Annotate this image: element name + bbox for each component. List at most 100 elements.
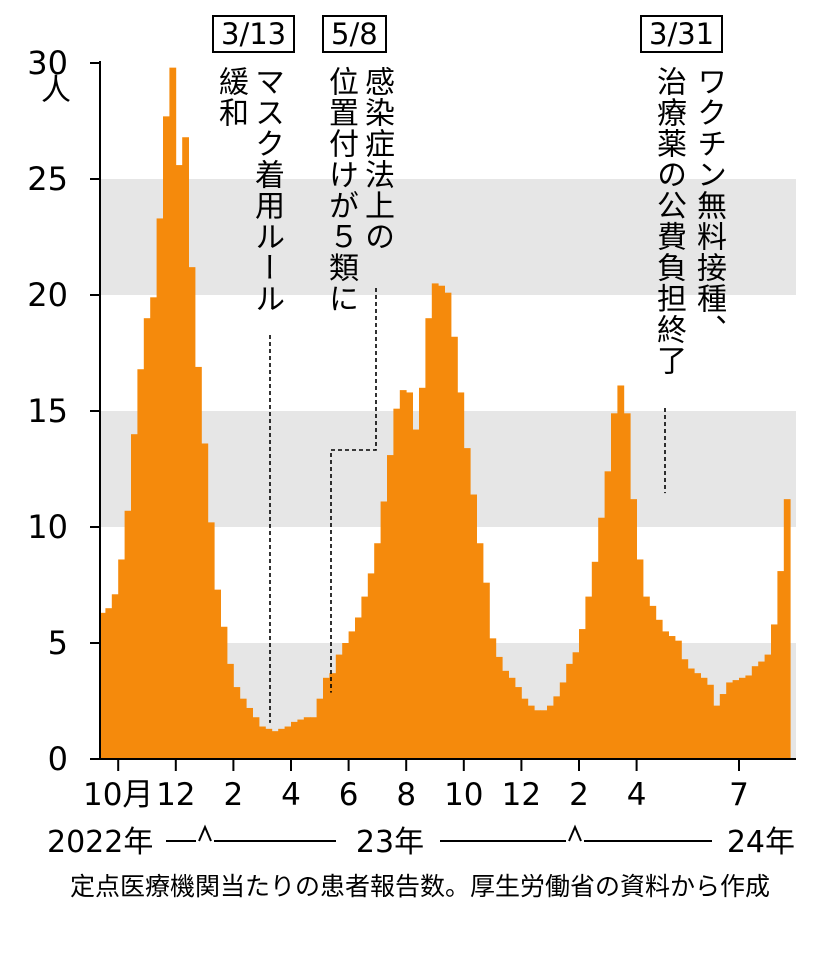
bar [227, 663, 234, 759]
bar [259, 726, 266, 759]
bar [188, 267, 196, 759]
bar [662, 631, 669, 759]
bar [329, 673, 337, 759]
bar [316, 698, 324, 759]
y-tick-label: 25 [27, 160, 68, 198]
bar [169, 67, 177, 759]
bar [111, 594, 119, 759]
bar [771, 624, 778, 759]
bar [124, 510, 132, 759]
bar [355, 617, 362, 759]
bar [489, 638, 497, 759]
bar [297, 719, 305, 759]
bar [291, 721, 298, 759]
bar [143, 318, 151, 759]
x-tick-label: 4 [627, 777, 647, 813]
y-tick-label: 15 [27, 392, 68, 430]
bar [681, 659, 689, 759]
bar [175, 165, 183, 759]
bar [630, 499, 637, 759]
bar [700, 677, 708, 759]
annotation-law-line1: 感染症法上の [359, 66, 394, 252]
year-break-mark [198, 824, 212, 842]
y-tick-label: 5 [48, 624, 68, 662]
bar [604, 471, 612, 759]
bar [399, 390, 407, 759]
chart-caption: 定点医療機関当たりの患者報告数。厚生労働省の資料から作成 [70, 872, 771, 901]
annotation-law-line2: 位置付けが５類に [323, 66, 358, 314]
bar [636, 559, 644, 759]
bar [137, 369, 145, 759]
bar [419, 387, 426, 759]
bar [412, 429, 420, 759]
bar [214, 589, 221, 759]
bar [508, 677, 516, 759]
bar [617, 385, 625, 759]
bar [342, 643, 349, 759]
bar [591, 561, 599, 759]
bar [470, 494, 477, 759]
annotation-date-law: 5/8 [322, 15, 387, 53]
bar [265, 728, 273, 759]
bar [572, 652, 580, 759]
bar [579, 629, 586, 759]
bar [233, 687, 241, 759]
year-label: 2022年 [47, 825, 153, 860]
x-tick-label: 7 [729, 777, 749, 813]
bar [463, 448, 471, 759]
y-tick-label: 0 [48, 740, 68, 778]
grid-band [100, 179, 796, 295]
leader-line-law [330, 288, 377, 693]
bar [713, 705, 721, 759]
bar [540, 710, 548, 759]
bar [745, 675, 753, 759]
bar [380, 501, 388, 759]
bar [764, 654, 772, 759]
bar [457, 392, 465, 759]
bar [284, 726, 292, 759]
bar [201, 443, 209, 759]
bar [444, 292, 452, 759]
annotation-vaccine-line2: 治療薬の公費負担終了 [651, 66, 686, 376]
y-unit-label: 人 [41, 73, 71, 108]
bar [547, 705, 554, 759]
bar [777, 571, 785, 759]
bar [438, 285, 445, 759]
bar [207, 522, 215, 759]
bar [694, 673, 701, 759]
bar [431, 283, 439, 759]
bar [271, 731, 279, 759]
bar [668, 636, 676, 759]
year-label: 24年 [727, 825, 795, 860]
bar-series [99, 67, 791, 760]
bar [361, 596, 369, 759]
bar [675, 640, 682, 759]
bar [515, 687, 522, 759]
y-tick-label: 30 [27, 44, 68, 82]
bar [719, 694, 727, 759]
annotation-date-mask: 3/13 [212, 15, 296, 53]
bar [105, 608, 113, 759]
bar [476, 543, 484, 759]
x-tick-label: 10月 [83, 777, 153, 813]
bar [726, 682, 733, 759]
x-tick-label: 12 [156, 777, 195, 813]
bar [323, 677, 330, 759]
bar [163, 116, 170, 760]
annotation-mask-line1: マスク着用ルール [249, 66, 284, 314]
bar [303, 717, 311, 759]
bar [534, 710, 541, 759]
bar [707, 684, 714, 759]
x-tick-label: 4 [281, 777, 301, 813]
year-label: 23年 [356, 825, 424, 860]
annotation-leader-lines [269, 288, 666, 723]
bar [527, 705, 535, 759]
bar [611, 413, 618, 759]
bar [387, 455, 394, 759]
bar [252, 717, 260, 759]
bar [99, 612, 106, 759]
bar [559, 682, 567, 759]
annotation-vaccine-line1: ワクチン無料接種、 [691, 66, 726, 345]
